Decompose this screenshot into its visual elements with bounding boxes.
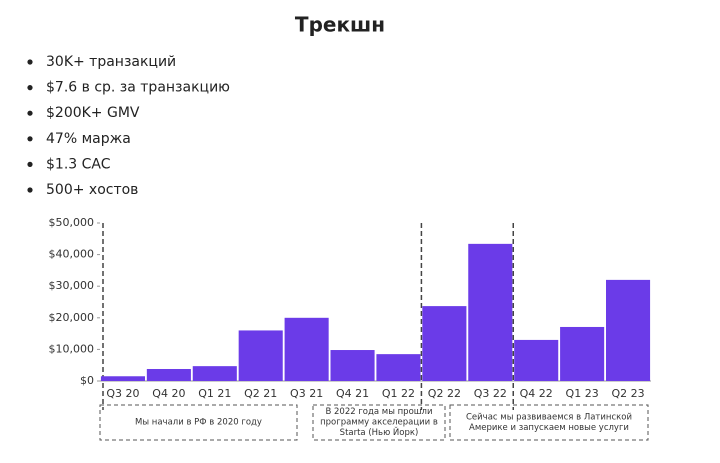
y-tick-label: $40,000 xyxy=(49,248,95,261)
x-tick-label: Q3 20 xyxy=(106,387,139,400)
bar xyxy=(284,317,329,381)
y-tick-label: $30,000 xyxy=(49,279,95,292)
x-tick-label: Q2 21 xyxy=(244,387,277,400)
annotation-text: Мы начали в РФ в 2020 году xyxy=(135,418,262,428)
x-tick-label: Q1 23 xyxy=(566,387,599,400)
bullet-text: $7.6 в ср. за транзакцию xyxy=(46,80,230,96)
bullet-dot xyxy=(27,59,33,65)
annotation-box xyxy=(99,404,298,441)
x-tick-label: Q3 22 xyxy=(474,387,507,400)
bullet-dot xyxy=(27,85,33,91)
x-tick-label: Q1 21 xyxy=(198,387,231,400)
bar xyxy=(376,354,421,381)
bullet-dot xyxy=(27,136,33,142)
bar xyxy=(468,243,513,381)
bar xyxy=(422,306,467,381)
annotation-text: Сейчас мы развиваемся в Латинской xyxy=(466,412,632,422)
annotation-box xyxy=(449,404,649,441)
bar xyxy=(330,350,375,381)
annotation-box xyxy=(312,404,446,441)
x-tick-label: Q4 22 xyxy=(520,387,553,400)
bullet-text: $1.3 CAC xyxy=(46,156,111,172)
x-tick-label: Q1 22 xyxy=(382,387,415,400)
annotation-text: программу акселерации в xyxy=(320,418,438,428)
x-tick-label: Q4 20 xyxy=(152,387,185,400)
bullet-text: 47% маржа xyxy=(46,131,131,147)
bullet-text: $200K+ GMV xyxy=(46,105,140,121)
x-tick-label: Q3 21 xyxy=(290,387,323,400)
annotation-text: В 2022 года мы прошли xyxy=(325,407,432,417)
y-tick-label: $0 xyxy=(80,374,94,387)
bullet-text: 30K+ транзакций xyxy=(46,54,176,70)
annotation-text: Америке и запускаем новые услуги xyxy=(469,423,629,433)
bullet-text: 500+ хостов xyxy=(46,182,138,198)
bar xyxy=(100,376,145,381)
y-tick-label: $20,000 xyxy=(49,311,95,324)
x-tick-label: Q2 22 xyxy=(428,387,461,400)
bar xyxy=(192,366,237,381)
annotation-text: Starta (Нью Йорк) xyxy=(340,426,419,438)
y-tick-label: $10,000 xyxy=(49,342,95,355)
x-tick-label: Q4 21 xyxy=(336,387,369,400)
bar xyxy=(560,326,605,381)
bullet-dot xyxy=(27,187,33,193)
x-tick-label: Q2 23 xyxy=(611,387,644,400)
bar xyxy=(514,339,559,381)
slide-title: Трекшн xyxy=(295,13,385,37)
bar xyxy=(606,279,651,381)
bullet-dot xyxy=(27,110,33,116)
bar xyxy=(238,330,283,381)
bar xyxy=(146,368,191,381)
y-tick-label: $50,000 xyxy=(49,216,95,229)
bullet-dot xyxy=(27,161,33,167)
